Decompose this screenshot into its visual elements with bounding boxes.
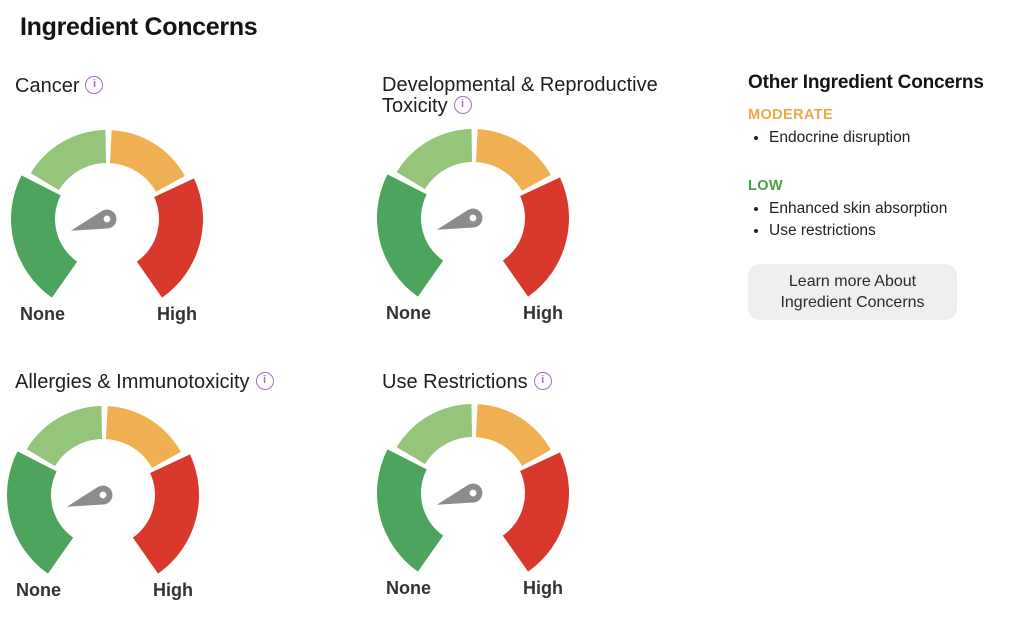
gauge-needle (436, 208, 483, 230)
gauge-chart (376, 404, 570, 572)
gauge-title-cancer: Cancer i (15, 75, 104, 97)
gauge-max-label: High (523, 303, 563, 323)
low-concern-list: Enhanced skin absorption Use restriction… (748, 198, 1024, 242)
gauge-cancer: None High (7, 121, 207, 325)
concern-item: Enhanced skin absorption (769, 198, 1024, 220)
gauge-title-text: Use Restrictions (382, 371, 528, 393)
gauge-title-text: Developmental & Reproductive Toxicity (382, 74, 658, 117)
gauge-chart (6, 406, 200, 574)
gauge-allergies-immunotoxicity: None High (3, 397, 203, 601)
gauge-max-label: High (157, 304, 197, 324)
info-icon[interactable]: i (453, 95, 472, 114)
gauge-title-allergies-immunotoxicity: Allergies & Immunotoxicity i (15, 372, 274, 393)
gauge-scale: None High (373, 303, 573, 324)
gauge-needle (66, 485, 113, 507)
concern-item: Use restrictions (769, 220, 1024, 242)
gauge-needle (436, 483, 483, 505)
gauge-min-label: None (386, 303, 431, 323)
gauge-developmental-reproductive-toxicity: None High (373, 120, 573, 324)
gauge-scale: None High (7, 304, 207, 325)
info-icon[interactable]: i (85, 75, 104, 94)
concern-level-moderate-label: MODERATE (748, 107, 834, 123)
gauge-title-text: Allergies & Immunotoxicity (15, 371, 250, 393)
other-concerns-panel: Other Ingredient Concerns MODERATE Endoc… (748, 72, 1024, 321)
gauge-max-label: High (523, 578, 563, 598)
concern-item: Endocrine disruption (769, 127, 1024, 149)
concern-level-low-label: LOW (748, 178, 784, 194)
page-title: Ingredient Concerns (20, 13, 258, 41)
info-icon[interactable]: i (533, 371, 552, 390)
other-concerns-heading: Other Ingredient Concerns (748, 72, 984, 93)
gauge-chart (10, 130, 204, 298)
gauge-title-developmental-reproductive-toxicity: Developmental & Reproductive Toxicity i (382, 75, 717, 117)
gauge-needle (70, 209, 117, 231)
gauge-min-label: None (16, 580, 61, 600)
gauge-scale: None High (373, 578, 573, 599)
gauge-title-text: Cancer (15, 75, 80, 97)
moderate-concern-list: Endocrine disruption (748, 127, 1024, 149)
gauge-title-use-restrictions: Use Restrictions i (382, 372, 552, 393)
gauge-use-restrictions: None High (373, 395, 573, 599)
gauge-chart (376, 129, 570, 297)
info-icon[interactable]: i (255, 371, 274, 390)
gauge-min-label: None (386, 578, 431, 598)
gauge-min-label: None (20, 304, 65, 324)
gauge-scale: None High (3, 580, 203, 601)
learn-more-button[interactable]: Learn more About Ingredient Concerns (748, 264, 957, 321)
gauge-max-label: High (153, 580, 193, 600)
